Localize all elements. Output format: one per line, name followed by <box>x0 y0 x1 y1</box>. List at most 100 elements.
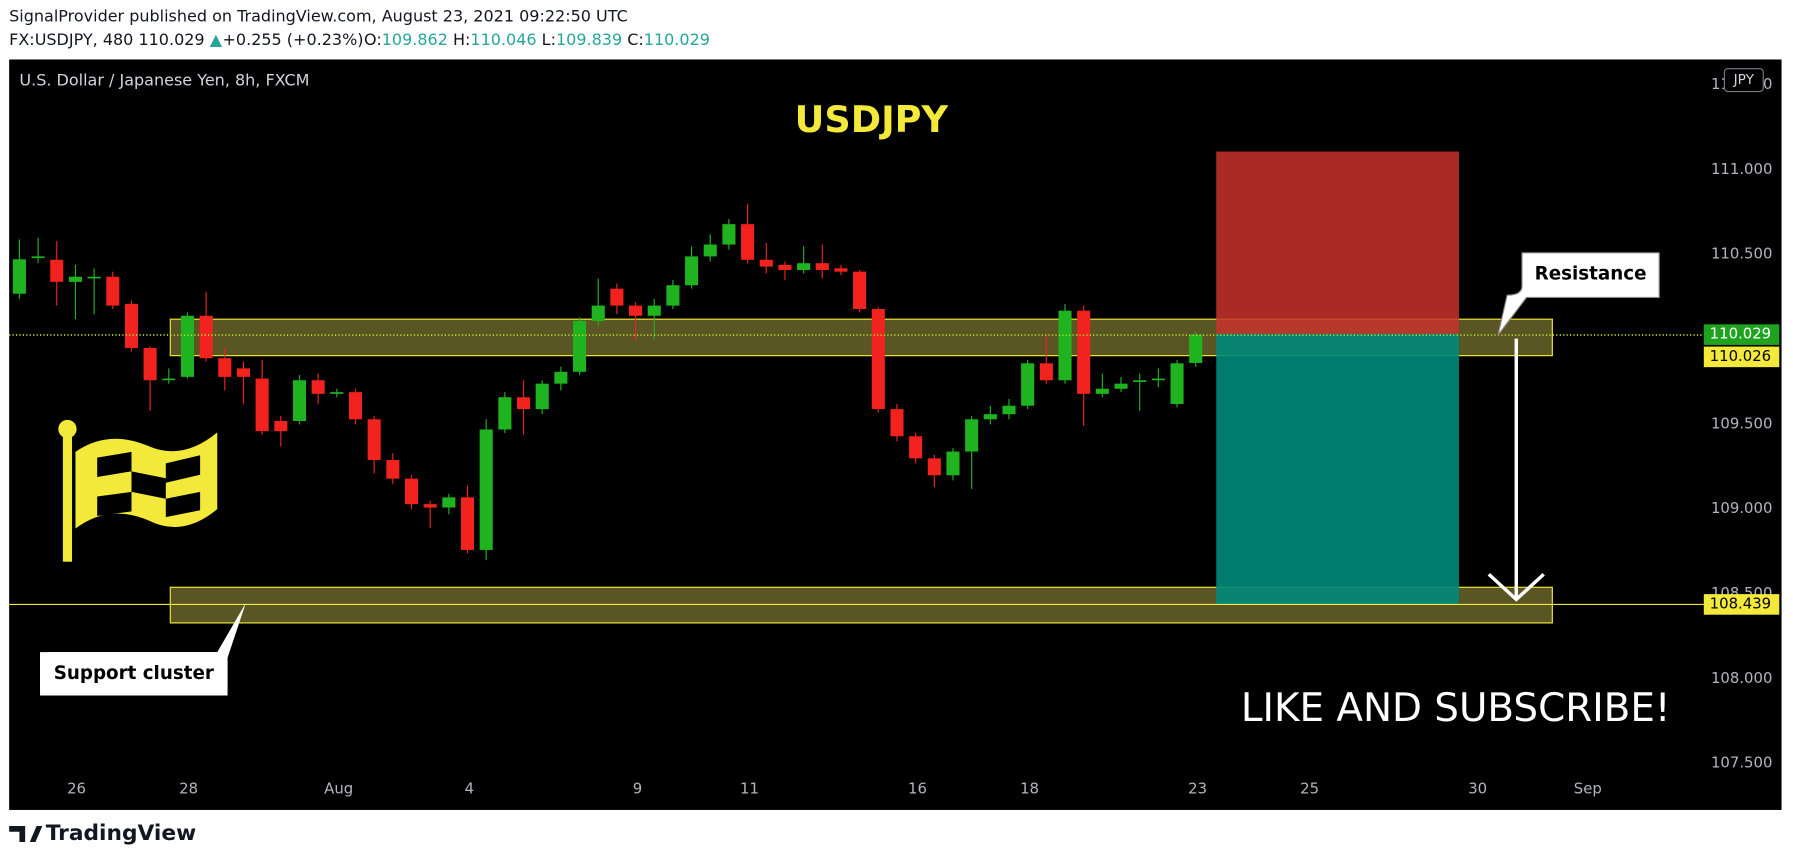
candle-body <box>330 392 344 394</box>
x-tick-label: 11 <box>740 779 759 797</box>
cta-text: LIKE AND SUBSCRIBE! <box>1241 686 1671 731</box>
c-value: 110.029 <box>644 30 710 49</box>
x-tick-label: 4 <box>465 779 474 797</box>
candle-body <box>890 409 904 437</box>
resistance-callout: Resistance <box>1497 252 1660 336</box>
candle-body <box>685 256 699 286</box>
candle-body <box>1021 363 1035 406</box>
x-tick-label: 18 <box>1020 779 1039 797</box>
candle-body <box>255 378 269 432</box>
candle-body <box>647 305 661 316</box>
candle-body <box>106 276 120 306</box>
candle-body <box>629 305 643 316</box>
plot: 107.500108.000108.500109.000109.500110.0… <box>9 75 1772 805</box>
stop-zone <box>1216 151 1459 334</box>
candle-body <box>124 303 138 349</box>
footer: TradingView <box>9 821 196 846</box>
symbol-line: FX:USDJPY, 480 110.029 ▲ +0.255 (+0.23%)… <box>9 30 710 49</box>
candle-body <box>348 392 363 420</box>
x-tick-label: 16 <box>908 779 927 797</box>
candle-body <box>778 264 792 270</box>
candle-body <box>1189 334 1203 363</box>
candle-body <box>423 504 437 508</box>
candle-body <box>367 419 381 461</box>
candle-body <box>386 460 400 479</box>
flag-icon <box>58 419 218 562</box>
l-value: 109.839 <box>556 30 622 49</box>
candle-body <box>498 397 512 430</box>
publish-line: SignalProvider published on TradingView.… <box>9 7 628 26</box>
x-tick-label: 26 <box>67 779 86 797</box>
price-tag <box>1703 346 1780 368</box>
price-tag <box>1703 324 1780 345</box>
candle-body <box>1151 378 1165 381</box>
candle-body <box>1095 388 1109 394</box>
candle-body <box>610 288 624 306</box>
candle-body <box>1170 363 1184 405</box>
c-label: C: <box>627 30 644 49</box>
candle-body <box>404 478 419 505</box>
x-tick-label: 9 <box>633 779 642 797</box>
candle-body <box>292 380 307 421</box>
down-arrow <box>1487 338 1545 602</box>
y-tick-label: 111.000 <box>1711 160 1772 178</box>
y-tick-label: 109.000 <box>1711 499 1772 517</box>
candle-body <box>311 380 325 394</box>
candle-body <box>983 414 997 420</box>
resistance-label: Resistance <box>1535 264 1647 285</box>
support-callout: Support cluster <box>40 602 246 696</box>
y-tick-label: 109.500 <box>1711 414 1772 432</box>
price-tag-label: 110.026 <box>1710 347 1771 365</box>
currency-badge <box>1723 68 1764 93</box>
candle-body <box>535 383 549 410</box>
candle-body <box>479 429 493 550</box>
y-tick-label: 110.500 <box>1711 245 1772 263</box>
candle-body <box>1133 380 1147 382</box>
candle-body <box>1114 383 1128 389</box>
x-tick-label: Sep <box>1574 779 1602 797</box>
candle-body <box>591 305 605 321</box>
candle-body <box>50 259 64 282</box>
x-tick-label: 25 <box>1300 779 1319 797</box>
currency-label: JPY <box>1733 72 1755 88</box>
candle-body <box>815 263 829 270</box>
candle-body <box>909 436 923 459</box>
target-zone <box>1216 333 1459 605</box>
x-tick-label: 28 <box>179 779 198 797</box>
h-label: H: <box>453 30 470 49</box>
o-label: O: <box>364 30 382 49</box>
candle-body <box>143 348 157 381</box>
candle-body <box>554 371 568 384</box>
candle-body <box>1077 310 1091 394</box>
l-label: L: <box>542 30 556 49</box>
x-tick-label: 23 <box>1188 779 1207 797</box>
support-label: Support cluster <box>54 663 214 684</box>
candle-body <box>31 256 45 259</box>
symbol: FX:USDJPY, 480 <box>9 30 133 49</box>
candle-body <box>573 320 587 372</box>
change: +0.255 (+0.23%) <box>223 30 364 49</box>
candle-body <box>442 497 456 508</box>
candle-body <box>162 378 176 381</box>
candle-body <box>517 397 531 410</box>
price-tag-label: 110.029 <box>1710 325 1771 343</box>
candle-body <box>759 259 773 267</box>
candle-body <box>218 358 232 377</box>
candle-body <box>1058 310 1072 381</box>
chart-title: USDJPY <box>795 98 949 141</box>
candle-body <box>722 224 736 245</box>
candle-body <box>1002 405 1016 415</box>
candle-body <box>797 263 811 270</box>
candle-body <box>199 315 213 359</box>
brand: TradingView <box>46 821 196 846</box>
candle-body <box>927 458 941 476</box>
candle-body <box>180 315 194 377</box>
candle-body <box>703 244 717 257</box>
x-tick-label: 30 <box>1468 779 1487 797</box>
candle-body <box>965 419 979 452</box>
x-tick-label: Aug <box>324 779 353 797</box>
candle-body <box>12 259 26 294</box>
candle-body <box>1039 363 1053 381</box>
